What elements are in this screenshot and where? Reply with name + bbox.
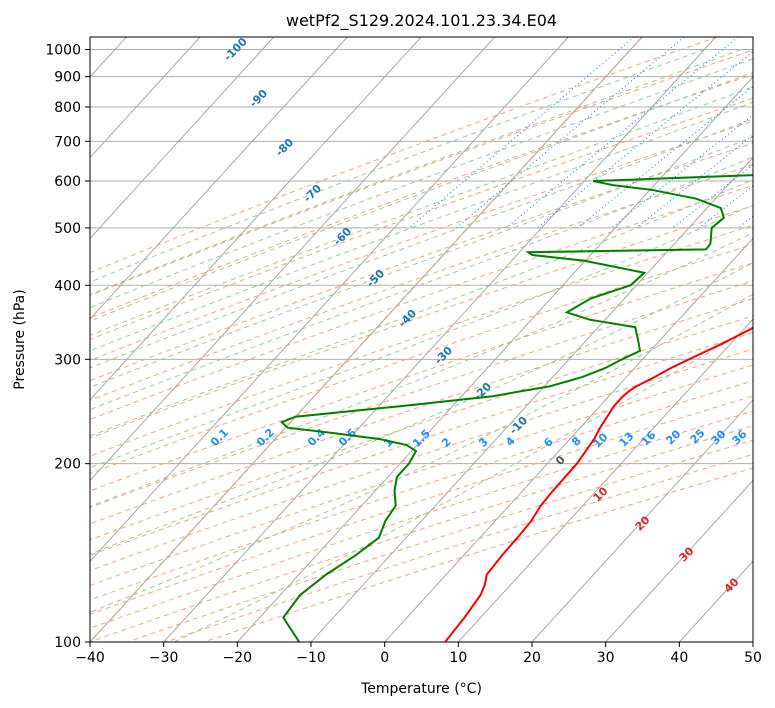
dewpoint-series <box>279 174 753 642</box>
moist-adiabat-line <box>90 49 742 296</box>
mixing-ratio-line <box>455 37 685 229</box>
isotherm-label: -40 <box>396 307 419 330</box>
x-axis: −40 −30 −20 −10 0 10 20 30 40 50 <box>75 642 762 666</box>
mixing-ratio-line <box>536 50 753 229</box>
mixing-ratio-label: 2 <box>439 435 454 450</box>
mixing-ratio-label: 20 <box>664 427 684 447</box>
dry-adiabat-line <box>90 49 753 297</box>
isotherm-line <box>90 37 201 159</box>
x-tick-label: 40 <box>670 650 688 666</box>
dry-adiabat-line <box>90 410 753 629</box>
isotherm-line <box>163 37 717 642</box>
moist-adiabat-line <box>90 232 753 507</box>
y-axis-label: Pressure (hPa) <box>12 289 28 389</box>
dry-adiabat-line <box>90 184 753 420</box>
y-tick-label: 700 <box>54 134 81 150</box>
dry-adiabat-line <box>90 164 753 401</box>
x-tick-label: 20 <box>523 650 541 666</box>
mixing-ratio-line <box>611 113 753 229</box>
isotherm-line <box>531 399 753 642</box>
mixing-ratio-label: 8 <box>569 434 584 449</box>
mixing-ratio-label: 25 <box>688 427 708 447</box>
isotherm-label: -50 <box>364 267 387 290</box>
x-tick-label: −20 <box>223 650 253 666</box>
moist-adiabat-line <box>90 262 753 555</box>
dry-adiabat-line <box>90 380 753 601</box>
x-tick-label: 0 <box>380 650 389 666</box>
isotherm-label: -80 <box>273 136 296 159</box>
mixing-ratio-line <box>698 185 753 229</box>
y-tick-label: 500 <box>54 221 81 237</box>
x-tick-label: −10 <box>296 650 326 666</box>
isotherm-line <box>752 641 753 642</box>
line-labels: -100-90-80-70-60-50-40-30-20-10010203040… <box>208 37 750 596</box>
temperature-series <box>444 326 753 642</box>
mixing-ratio-line <box>766 37 775 228</box>
y-tick-label: 400 <box>54 278 81 294</box>
isotherm-line <box>90 37 348 320</box>
isotherm-label: -70 <box>301 182 324 205</box>
highlight-line <box>90 37 643 642</box>
moist-adiabat-line <box>90 49 705 283</box>
isotherm-line <box>90 37 422 401</box>
background-lines <box>90 37 775 642</box>
dry-adiabat-line <box>165 453 753 642</box>
isotherm-line <box>457 318 753 642</box>
mixing-ratio-line <box>409 37 635 229</box>
mixing-ratio-label: 1.5 <box>410 427 433 450</box>
y-tick-label: 100 <box>54 635 81 651</box>
isotherm-line <box>236 76 753 642</box>
y-tick-label: 200 <box>54 457 81 473</box>
moist-adiabat-line <box>90 293 753 613</box>
y-tick-label: 1000 <box>45 43 81 59</box>
moist-adiabat-line <box>90 204 753 469</box>
dry-adiabat-line <box>90 425 753 642</box>
y-axis: 100 200 300 400 500 600 700 800 900 1000 <box>45 43 90 651</box>
y-tick-label: 600 <box>54 174 81 190</box>
moist-adiabat-line <box>90 86 753 336</box>
mixing-ratio-line <box>672 163 753 229</box>
isotherm-line <box>90 37 569 563</box>
mixing-ratio-label: 0.2 <box>254 426 277 449</box>
dry-adiabat-line <box>90 243 753 475</box>
profile-lines <box>279 174 753 642</box>
x-tick-label: 50 <box>744 650 762 666</box>
isotherm-line <box>90 37 496 482</box>
y-tick-label: 900 <box>54 70 81 86</box>
dry-adiabat-line <box>127 439 753 642</box>
isotherm-line <box>310 156 753 642</box>
x-axis-label: Temperature (°C) <box>360 681 482 697</box>
moist-adiabat-line <box>90 118 753 369</box>
dry-adiabat-line <box>90 315 753 541</box>
x-tick-label: −40 <box>75 650 105 666</box>
isotherm-label: -30 <box>432 344 455 367</box>
moist-adiabat-line <box>90 179 753 437</box>
isotherm-line <box>605 479 753 642</box>
isotherm-line <box>90 37 275 240</box>
x-tick-label: 10 <box>449 650 467 666</box>
dry-adiabat-label: 20 <box>633 513 653 533</box>
dry-adiabat-line <box>90 37 718 274</box>
mixing-ratio-label: 36 <box>730 427 750 447</box>
plot-frame <box>89 36 754 643</box>
mixing-ratio-line <box>737 215 753 229</box>
mixing-ratio-label: 13 <box>617 430 637 450</box>
dry-adiabat-line <box>90 348 753 572</box>
x-tick-label: 30 <box>597 650 615 666</box>
x-tick-label: −30 <box>149 650 179 666</box>
dry-adiabat-label: 10 <box>591 484 611 504</box>
y-tick-label: 300 <box>54 352 81 368</box>
mixing-ratio-line <box>505 37 739 229</box>
chart-title: wetPf2_S129.2024.101.23.34.E04 <box>286 11 557 31</box>
y-tick-label: 800 <box>54 100 81 116</box>
moist-adiabat-line <box>90 71 753 322</box>
mixing-ratio-line <box>577 85 753 229</box>
isotherm-line <box>384 237 753 642</box>
isotherm-label: -10 <box>507 414 530 437</box>
